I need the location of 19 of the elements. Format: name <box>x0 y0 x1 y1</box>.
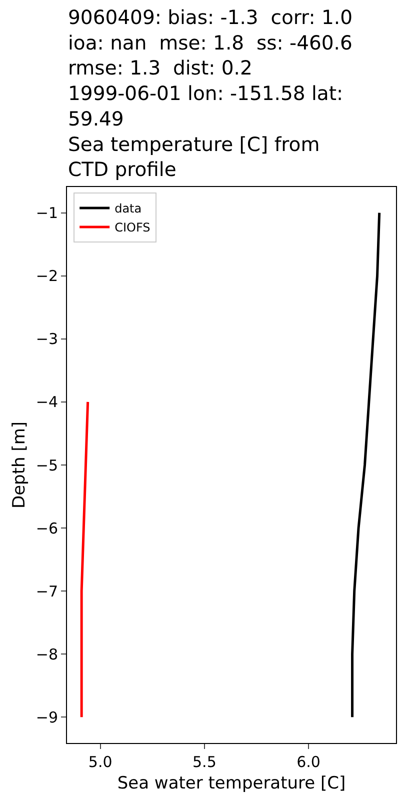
legend-label: data <box>114 202 142 216</box>
y-tick-label: −3 <box>36 330 58 348</box>
line-series <box>80 400 90 718</box>
y-tick-label: −5 <box>36 456 58 474</box>
y-tick-label: −4 <box>36 393 58 412</box>
y-tick-label: −1 <box>36 204 58 222</box>
y-tick-label: −8 <box>36 645 58 664</box>
chart-title: 9060409: bias: -1.3 corr: 1.0 ioa: nan mse: 1.8 ss: -460.6 rmse: 1.3 dist: 0.2 1999-06-01 lon: -151.58 lat: 59.49 Sea temperature [C] from CTD profile <box>68 6 353 182</box>
y-tick-label: −6 <box>36 519 58 538</box>
y-tick-label: −9 <box>36 708 58 726</box>
line-series <box>351 212 381 718</box>
x-tick-label: 5.0 <box>88 753 112 771</box>
legend-label: CIOFS <box>114 220 150 235</box>
x-tick-label: 5.5 <box>192 753 216 771</box>
x-tick-label: 6.0 <box>296 753 320 771</box>
x-axis-title: Sea water temperature [C] <box>117 773 346 794</box>
y-tick-label: −7 <box>36 582 58 600</box>
y-tick-label: −2 <box>36 267 58 286</box>
y-axis-title: Depth [m] <box>9 421 30 509</box>
